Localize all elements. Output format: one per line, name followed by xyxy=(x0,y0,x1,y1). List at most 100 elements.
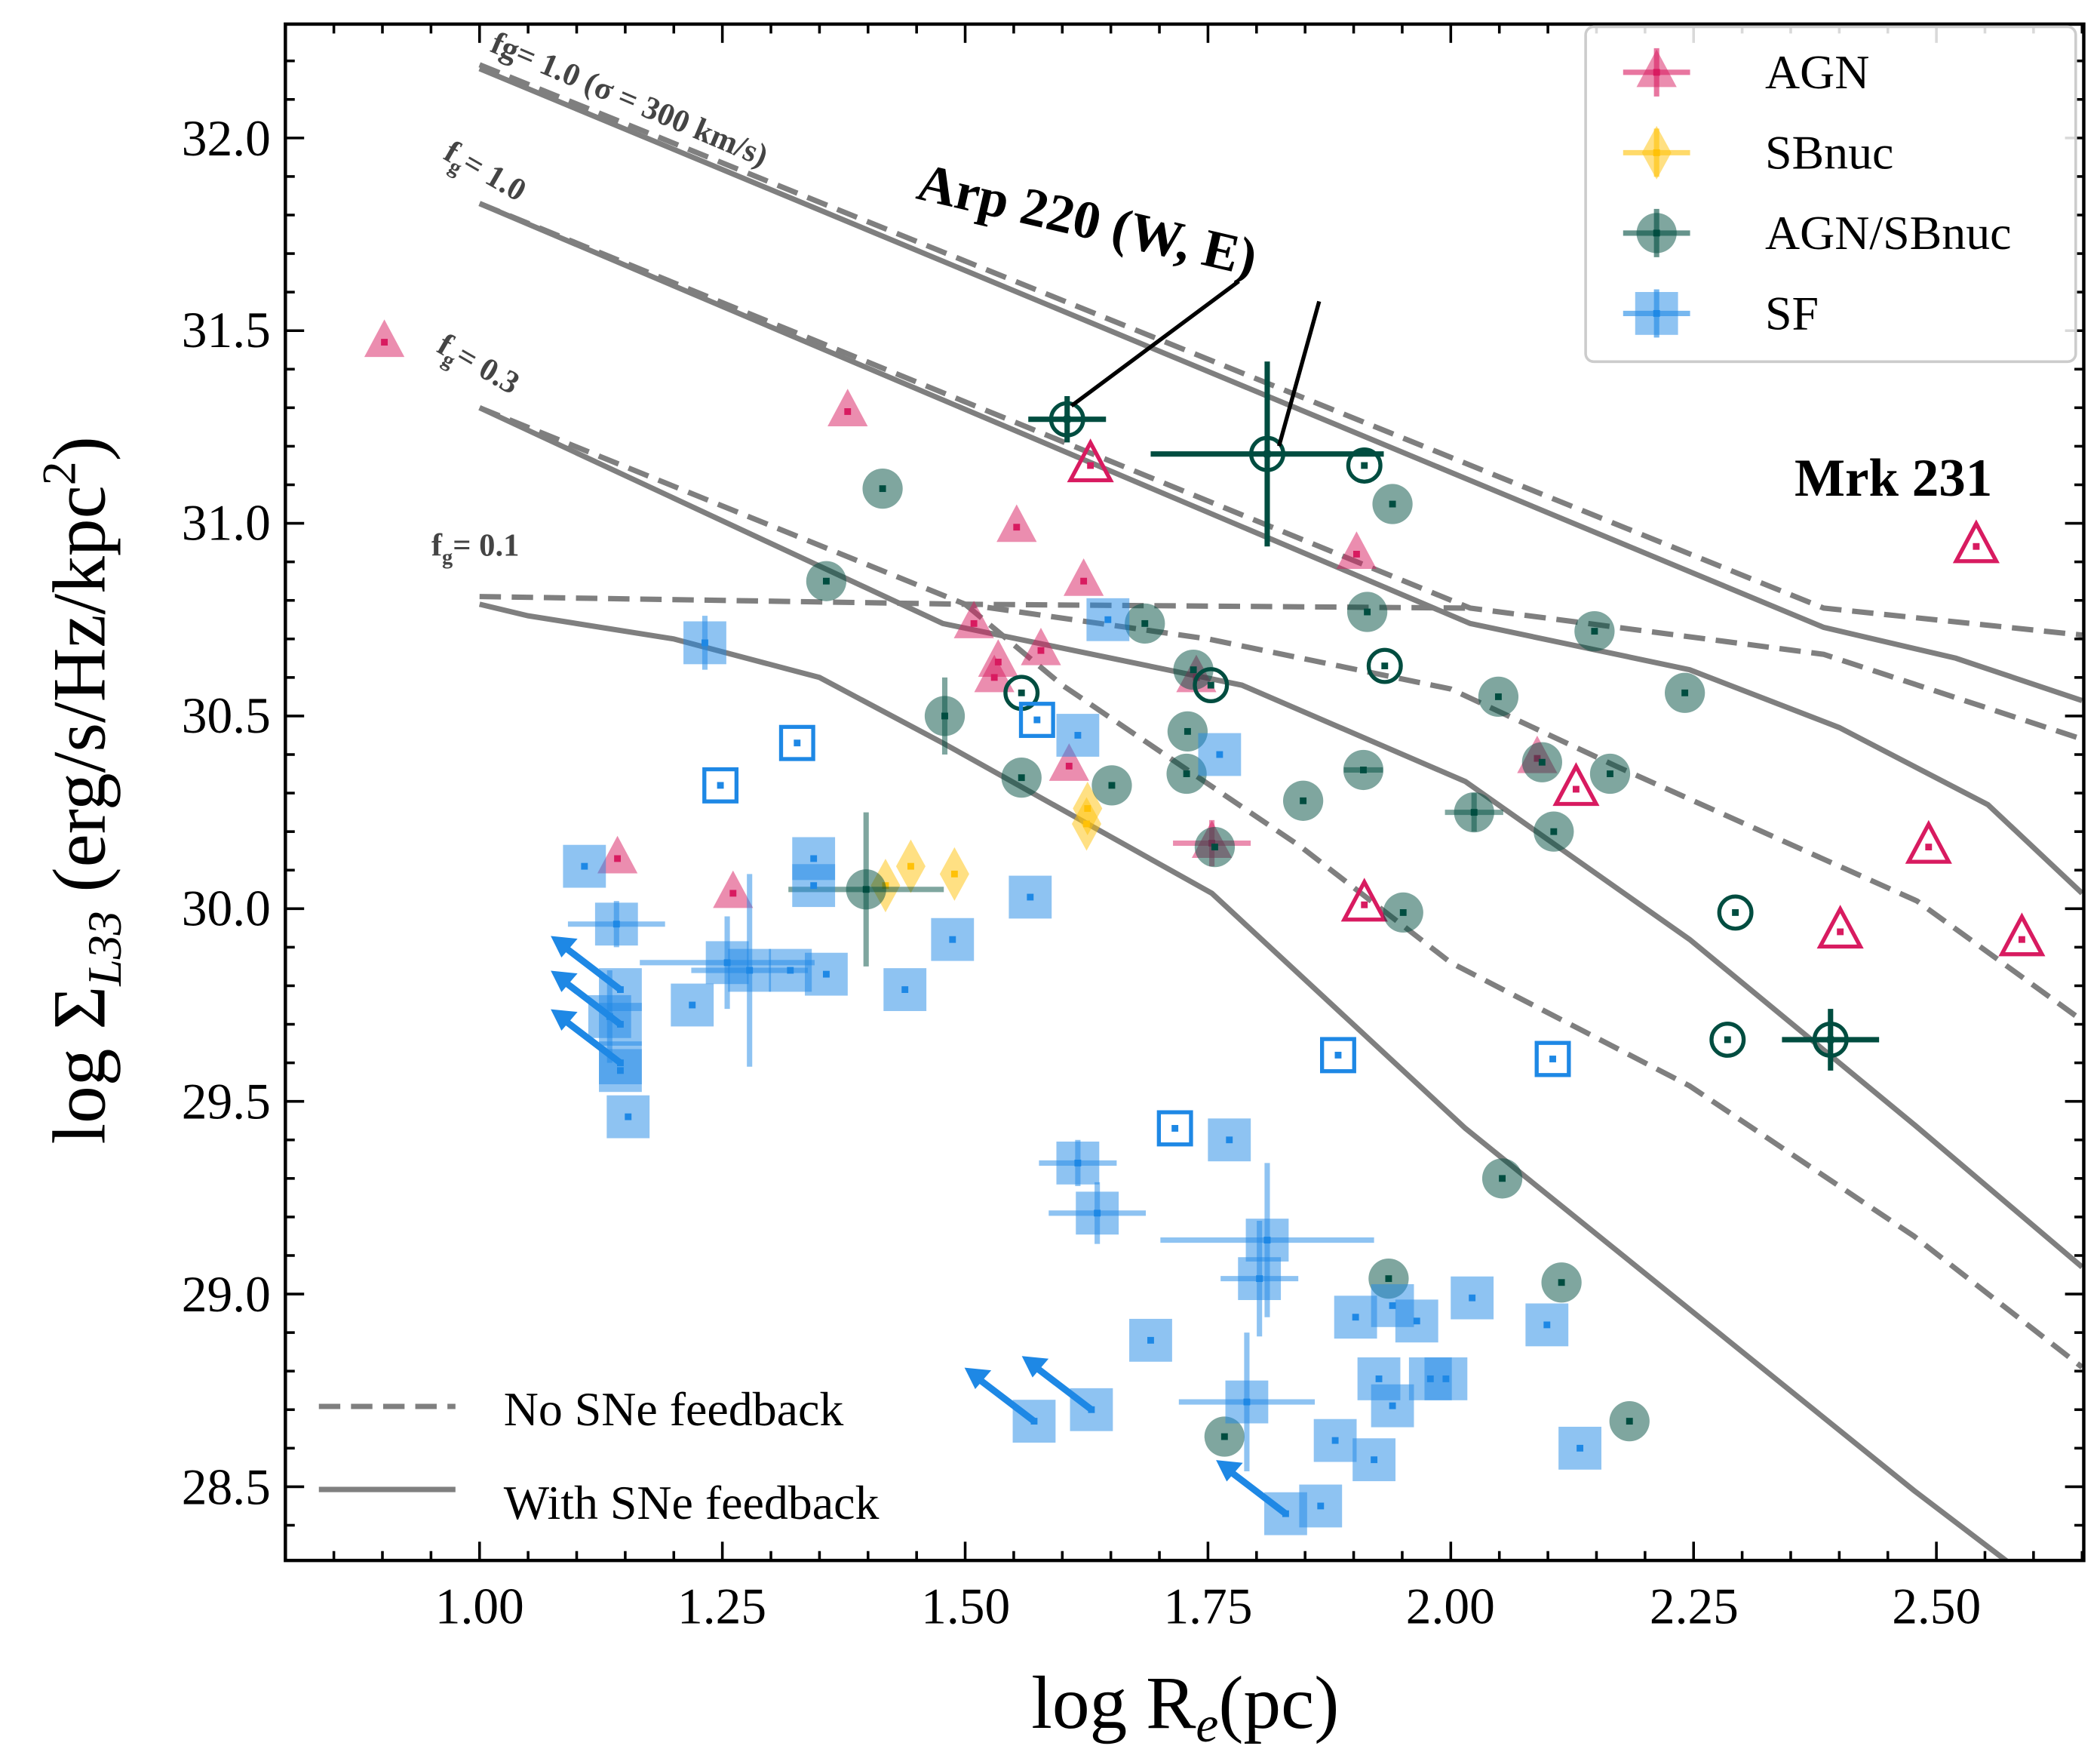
point-agn-sbnuc-open xyxy=(1346,447,1383,484)
point-sf xyxy=(1395,1299,1438,1343)
center-dot xyxy=(1300,797,1307,804)
triangle-marker xyxy=(1998,912,2046,957)
point-agn-sbnuc xyxy=(1282,780,1324,821)
model-curve-with-sne xyxy=(478,201,2084,896)
center-dot xyxy=(907,862,914,870)
center-dot xyxy=(1925,844,1933,851)
center-dot xyxy=(381,339,388,346)
center-dot xyxy=(1013,524,1021,531)
point-agn-sbnuc xyxy=(1481,1158,1523,1199)
point-sf xyxy=(1334,1296,1377,1339)
point-sbnuc xyxy=(939,847,969,901)
center-dot xyxy=(950,870,958,878)
point-agn-sbnuc-open xyxy=(1048,401,1085,438)
point-agn-sbnuc xyxy=(1589,753,1631,795)
center-dot xyxy=(1381,662,1389,669)
center-dot xyxy=(844,408,852,415)
center-dot xyxy=(1837,928,1844,936)
point-agn-sbnuc xyxy=(1346,592,1388,632)
y-tick-label: 30.0 xyxy=(182,881,271,937)
point-agn-sbnuc xyxy=(1166,753,1207,795)
center-dot xyxy=(625,1113,632,1120)
triangle-marker xyxy=(1336,531,1377,569)
point-sf xyxy=(1352,1438,1396,1482)
point-agn-sbnuc-open xyxy=(1709,1021,1746,1058)
triangle-marker xyxy=(1048,743,1089,781)
point-agn-sbnuc xyxy=(1383,892,1423,933)
triangle-marker xyxy=(1552,762,1600,807)
y-tick-label: 29.0 xyxy=(182,1266,271,1323)
center-dot xyxy=(1385,1275,1392,1283)
center-dot xyxy=(1207,681,1214,689)
center-dot xyxy=(810,882,818,890)
center-dot xyxy=(1317,1502,1325,1510)
point-agn-sbnuc xyxy=(1343,749,1384,791)
center-dot xyxy=(1389,500,1396,508)
center-dot xyxy=(1184,727,1191,735)
center-dot xyxy=(822,577,830,585)
center-dot xyxy=(1080,577,1088,585)
legend-label-no-sne: No SNe feedback xyxy=(504,1382,844,1436)
center-dot xyxy=(729,890,737,897)
center-dot xyxy=(1074,732,1082,739)
center-dot xyxy=(1732,908,1739,916)
center-dot xyxy=(1389,1402,1396,1409)
point-sf xyxy=(1076,1191,1119,1235)
center-dot xyxy=(1724,1036,1731,1044)
center-dot xyxy=(794,739,801,747)
center-dot xyxy=(1331,1437,1339,1444)
triangle-marker xyxy=(1063,558,1104,596)
center-dot xyxy=(581,862,588,870)
center-dot xyxy=(1027,893,1034,901)
circle-marker xyxy=(1709,1021,1746,1058)
center-dot xyxy=(1442,1375,1450,1382)
point-agn-sbnuc xyxy=(1609,1400,1650,1442)
center-dot xyxy=(1827,1036,1834,1044)
center-dot xyxy=(1033,716,1041,724)
center-dot xyxy=(1243,1398,1251,1406)
point-sf xyxy=(1313,1419,1357,1462)
point-sf xyxy=(769,948,812,992)
center-dot xyxy=(1626,1418,1633,1425)
point-agn-sbnuc xyxy=(1574,610,1615,652)
arp220-e-pointer xyxy=(1276,300,1322,447)
y-tick-label: 31.5 xyxy=(182,302,271,358)
point-sf xyxy=(563,844,606,888)
point-agn-open xyxy=(1952,519,2000,564)
point-agn-sbnuc xyxy=(862,468,903,509)
point-sf xyxy=(728,948,772,992)
point-agn-sbnuc xyxy=(806,561,847,601)
point-agn-sbnuc xyxy=(1001,758,1042,798)
point-agn-sbnuc xyxy=(1665,672,1705,713)
center-dot xyxy=(1499,1175,1506,1182)
point-sf xyxy=(1129,1318,1172,1362)
circle-marker xyxy=(1366,647,1403,684)
point-agn-open xyxy=(1998,912,2046,957)
arrow-head-icon xyxy=(551,936,578,957)
square-marker xyxy=(702,767,739,804)
square-marker xyxy=(1320,1037,1356,1074)
point-agn xyxy=(953,601,994,638)
y-tick-label: 31.0 xyxy=(182,494,271,551)
x-tick-label: 1.75 xyxy=(1163,1578,1252,1635)
triangle-marker xyxy=(953,601,994,638)
circle-marker xyxy=(1048,401,1085,438)
point-agn-sbnuc-open xyxy=(1717,894,1754,931)
point-agn-open xyxy=(1905,819,1952,864)
center-dot xyxy=(941,712,948,720)
point-sf xyxy=(594,902,638,946)
legend-label-sbnuc: SBnuc xyxy=(1765,126,1893,180)
center-dot xyxy=(1226,1136,1233,1144)
y-tick-labels: 28.5 29.0 29.5 30.0 30.5 31.0 31.5 32.0 xyxy=(182,110,271,1516)
center-dot xyxy=(1183,770,1190,777)
curve-label-fg01: fg= 0.1 xyxy=(431,528,520,570)
center-dot xyxy=(949,936,956,943)
center-dot xyxy=(723,959,731,967)
point-agn xyxy=(996,504,1037,543)
legend-marker-agn xyxy=(1636,49,1677,88)
triangle-marker xyxy=(1636,49,1677,88)
center-dot xyxy=(717,782,724,789)
model-curve-with-sne xyxy=(478,601,2011,1561)
point-agn-sbnuc xyxy=(1173,650,1214,690)
